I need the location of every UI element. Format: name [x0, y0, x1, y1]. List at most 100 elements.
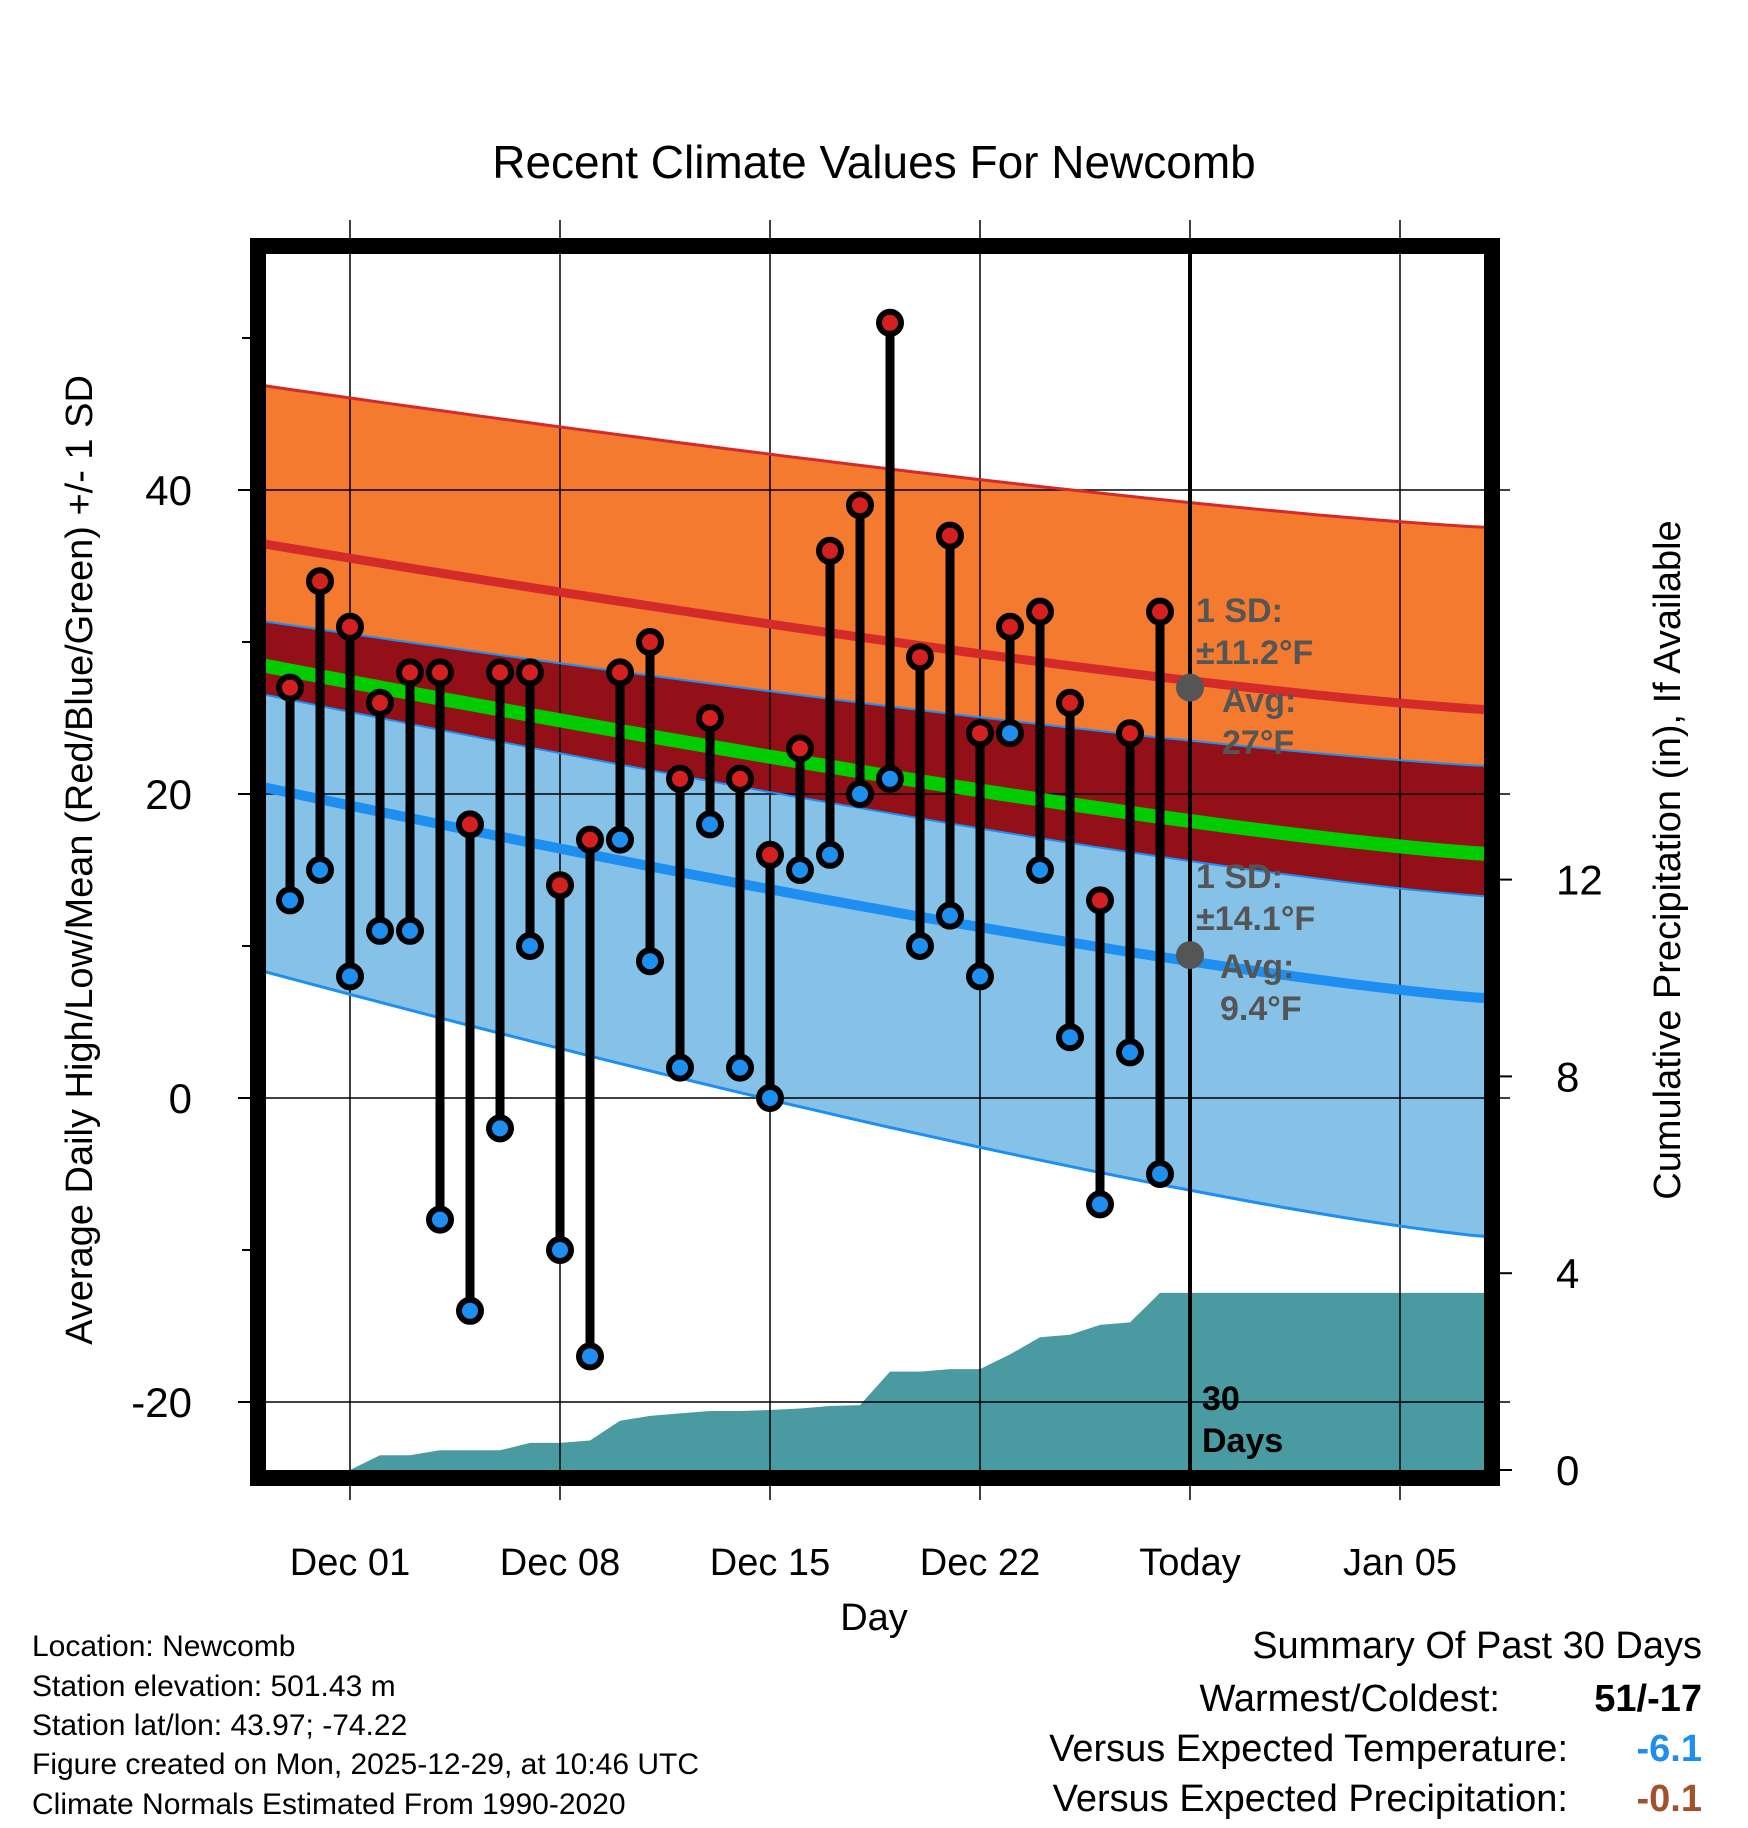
x-tick-label: Dec 22 [920, 1542, 1040, 1584]
high-point [696, 704, 724, 732]
high-point [1086, 886, 1114, 915]
precipitation-departure-value: -0.1 [1637, 1778, 1702, 1820]
y2-tick-label: 4 [1556, 1250, 1579, 1297]
high-point [966, 719, 994, 748]
y2-tick-label: 8 [1556, 1053, 1579, 1100]
high-point [516, 658, 544, 687]
high-mean-line [265, 539, 1485, 714]
summary-block: Summary Of Past 30 Days Warmest/Coldest:… [1049, 1625, 1702, 1820]
low-point [726, 1053, 754, 1082]
low-point [366, 916, 394, 945]
x-tick-label: Jan 05 [1343, 1542, 1457, 1584]
days-count-label: 30 [1202, 1380, 1240, 1418]
low-avg-value: 9.4°F [1220, 990, 1302, 1028]
low-point [606, 825, 634, 854]
normal-annotations: 1 SD: ±11.2°F Avg: 27°F 1 SD: ±14.1°F Avg: 9.4°… [1176, 592, 1315, 1460]
high-point [576, 825, 604, 854]
precipitation-area [265, 1292, 1485, 1470]
high-point [636, 628, 664, 656]
low-point [906, 932, 934, 960]
low-point [396, 916, 424, 945]
precipitation-departure-label: Versus Expected Precipitation: [1053, 1778, 1568, 1820]
high-sd-value: ±11.2°F [1196, 634, 1313, 672]
warmest-coldest-label: Warmest/Coldest: [1199, 1678, 1500, 1720]
high-sd-label: 1 SD: [1196, 592, 1283, 630]
x-tick-label: Dec 08 [500, 1542, 620, 1584]
daily-bars [276, 308, 1174, 1371]
low-point [816, 840, 844, 869]
high-point [1116, 719, 1144, 748]
high-point [786, 734, 814, 763]
x-tick-label: Dec 15 [710, 1542, 830, 1584]
high-point [396, 658, 424, 687]
chart-title: Recent Climate Values For Newcomb [492, 136, 1256, 188]
high-point [996, 612, 1024, 641]
low-sd-band [265, 694, 1485, 1237]
warmest-coldest-value: 51/-17 [1594, 1678, 1702, 1720]
low-point [876, 764, 904, 793]
low-point [486, 1114, 514, 1143]
high-point [936, 521, 964, 550]
info-elevation: Station elevation: 501.43 m [32, 1670, 396, 1703]
overlap-band [265, 621, 1485, 897]
low-point [456, 1296, 484, 1325]
y-tick-label: 20 [145, 771, 192, 818]
low-point [546, 1236, 574, 1264]
low-upper-line [265, 693, 1485, 898]
low-point [786, 856, 814, 884]
left-axis: -20 0 20 40 [131, 337, 250, 1426]
y2-axis-label: Cumulative Precipitation (in), If Availa… [1647, 520, 1689, 1199]
low-point [1086, 1190, 1114, 1219]
low-point [636, 947, 664, 976]
low-point [696, 810, 724, 839]
x-tick-label: Dec 01 [290, 1542, 410, 1584]
high-point [336, 612, 364, 641]
temperature-departure-label: Versus Expected Temperature: [1049, 1728, 1568, 1770]
temperature-departure-value: -6.1 [1637, 1728, 1702, 1770]
info-location: Location: Newcomb [32, 1630, 295, 1663]
x-axis-label: Day [840, 1597, 908, 1639]
high-point [276, 673, 304, 702]
y-tick-label: 40 [145, 467, 192, 514]
high-point [456, 810, 484, 839]
summary-title: Summary Of Past 30 Days [1252, 1625, 1702, 1667]
high-point [816, 536, 844, 565]
high-point [846, 491, 874, 520]
high-point [486, 658, 514, 687]
high-point [756, 840, 784, 869]
low-point [276, 886, 304, 915]
cumulative-precipitation-area [265, 1292, 1485, 1470]
low-point [666, 1053, 694, 1082]
high-point [366, 688, 394, 717]
high-point [546, 871, 574, 900]
low-sd-label: 1 SD: [1196, 858, 1283, 896]
high-point [726, 764, 754, 793]
high-sd-band [265, 385, 1485, 766]
low-sd-value: ±14.1°F [1196, 900, 1315, 938]
high-point [1146, 597, 1174, 626]
high-point [426, 658, 454, 687]
x-tick-label: Today [1139, 1542, 1240, 1584]
high-point [906, 643, 934, 672]
low-point [846, 780, 874, 808]
low-point [516, 932, 544, 960]
high-avg-label: Avg: [1222, 682, 1296, 720]
high-upper-line [265, 384, 1485, 529]
high-avg-value: 27°F [1222, 724, 1294, 762]
low-point [936, 901, 964, 930]
low-point [1056, 1023, 1084, 1052]
days-word-label: Days [1202, 1422, 1283, 1460]
low-point [426, 1205, 454, 1234]
info-created: Figure created on Mon, 2025-12-29, at 10… [32, 1748, 699, 1781]
high-point [306, 567, 334, 596]
high-point [606, 658, 634, 687]
low-avg-label: Avg: [1220, 948, 1294, 986]
low-point [336, 962, 364, 991]
info-latlon: Station lat/lon: 43.97; -74.22 [32, 1709, 407, 1742]
high-point [666, 764, 694, 793]
low-point [966, 962, 994, 991]
y-tick-label: -20 [131, 1379, 192, 1426]
y-axis-label: Average Daily High/Low/Mean (Red/Blue/Gr… [59, 375, 101, 1345]
low-point [576, 1342, 604, 1371]
